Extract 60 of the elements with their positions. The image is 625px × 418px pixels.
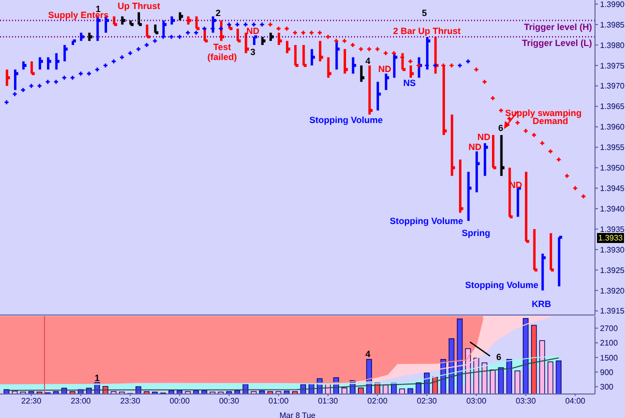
x-tick-label: 23:00 <box>70 396 92 406</box>
annotation: ND <box>246 26 260 36</box>
y-tick-label: 1.3930 <box>600 245 625 254</box>
annotation: Stopping Volume <box>309 115 383 125</box>
text: 1.3933 <box>598 234 624 242</box>
annotation: Test <box>213 42 232 52</box>
y-tick-label: 900 <box>600 368 614 377</box>
y-tick-label: 1.3965 <box>600 102 625 112</box>
x-tick-label: 03:30 <box>516 396 536 406</box>
annotation: ND <box>477 132 491 142</box>
annotation: 5 <box>422 8 427 18</box>
annotation: 2 <box>216 8 221 18</box>
y-tick-label: 1.3945 <box>600 184 625 194</box>
y-tick-label: 1.3935 <box>600 224 625 234</box>
annotation: 2 Bar Up Thrust <box>393 26 461 36</box>
y-tick-label: 1.3975 <box>600 61 625 70</box>
annotation: Stopping Volume <box>390 216 464 226</box>
x-tick-label: 00:30 <box>219 396 240 406</box>
annotation: ND <box>378 64 392 74</box>
annotation: 4 <box>365 56 370 66</box>
x-tick-label: 22:30 <box>21 396 42 406</box>
x-tick-label: 23:30 <box>120 396 141 406</box>
annotation: 4 <box>365 349 370 359</box>
annotation: 6 <box>496 352 502 362</box>
y-tick-label: 1.3960 <box>600 122 625 132</box>
x-tick-label: 03:00 <box>466 396 487 406</box>
x-tick-label: 01:30 <box>318 396 339 406</box>
y-tick-label: 1.3985 <box>600 20 625 30</box>
x-tick-label: 02:00 <box>367 396 388 406</box>
x-tick-label: 04:00 <box>565 396 586 406</box>
annotation: Up Thrust <box>118 1 160 11</box>
ref-line-label: Trigger Level (L) <box>522 38 592 48</box>
y-tick-label: 1.3990 <box>600 0 625 9</box>
y-tick-label: 2100 <box>600 338 618 348</box>
y-tick-label: 1.3940 <box>600 204 625 214</box>
y-tick-label: 1.3970 <box>600 82 625 91</box>
y-tick-label: 1.3950 <box>600 164 625 173</box>
annotation: Stopping Volume <box>465 280 538 290</box>
ref-line-label: Trigger level (H) <box>524 22 592 32</box>
annotation: (failed) <box>207 52 237 62</box>
x-tick-label: 01:00 <box>268 396 290 406</box>
annotation: 6 <box>498 123 504 133</box>
y-tick-label: 300 <box>600 382 614 392</box>
annotation: Demand <box>532 116 568 126</box>
annotation: NS <box>403 78 416 88</box>
x-axis-title: Mar 8 Tue <box>279 411 316 418</box>
y-tick-label: 1.3920 <box>600 286 625 296</box>
y-tick-label: 1.3980 <box>600 40 625 50</box>
y-tick-label: 1.3925 <box>600 266 625 275</box>
annotation: 1 <box>94 373 100 383</box>
x-tick-label: 00:00 <box>170 396 190 406</box>
annotation: 3 <box>250 47 256 57</box>
annotation: ND <box>468 142 482 152</box>
y-tick-label: 2700 <box>600 324 618 334</box>
annotation: KRB <box>532 299 552 309</box>
annotation: Spring <box>462 228 490 238</box>
y-tick-label: 1.3915 <box>600 306 625 316</box>
y-tick-label: 1500 <box>600 353 618 362</box>
y-tick-label: 1.3955 <box>600 143 625 152</box>
x-tick-label: 02:30 <box>416 396 438 406</box>
